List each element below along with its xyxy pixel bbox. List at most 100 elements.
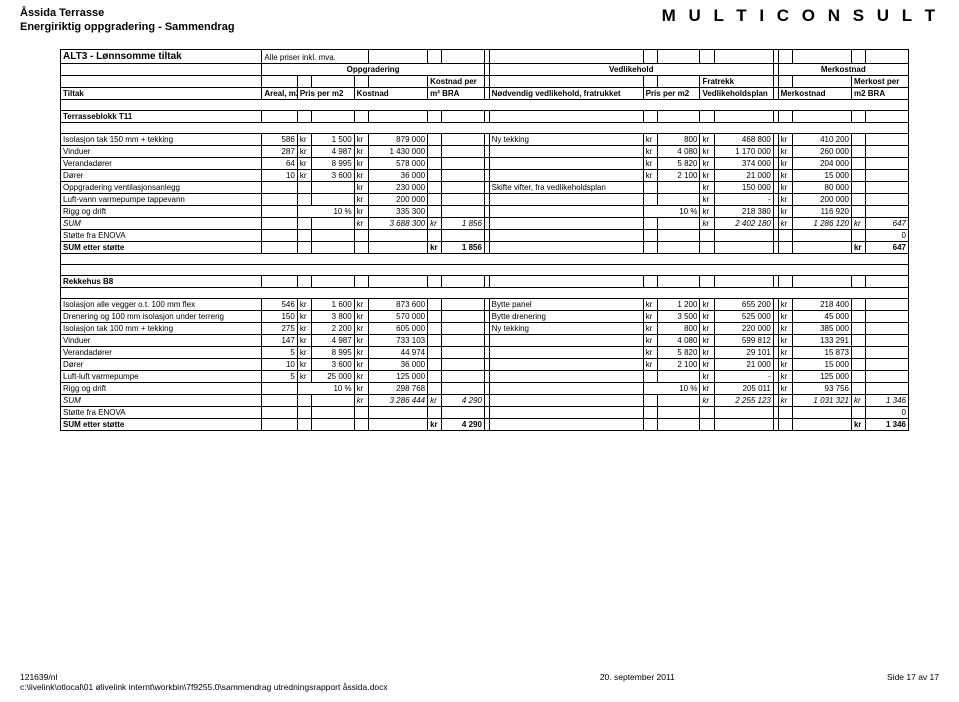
cell-pris: 1 500 [312, 133, 355, 145]
sum2-kpm: 4 290 [442, 394, 485, 406]
cell-pris [312, 193, 355, 205]
kr: kr [851, 394, 865, 406]
spacer-row [61, 264, 909, 275]
cell [851, 133, 865, 145]
table-row: Dører10kr3 600kr36 000kr2 100kr21 000kr1… [61, 358, 909, 370]
cell [442, 310, 485, 322]
cell-vpris: 10 % [643, 382, 700, 394]
spacer-row [61, 99, 909, 110]
sum1-k: 3 688 300 [368, 217, 427, 229]
cell-vpris: 5 820 [657, 346, 700, 358]
enova2-v: 0 [866, 406, 909, 418]
cell-vedlikehold: Skifte vifter, fra vedlikeholdsplan [489, 181, 643, 193]
cell-merkost: 260 000 [792, 145, 851, 157]
kr: kr [643, 157, 657, 169]
cell-merkost: 93 756 [792, 382, 851, 394]
kr: kr [700, 145, 714, 157]
kr: kr [700, 394, 714, 406]
cell [428, 298, 442, 310]
table-row: Vinduer287kr4 987kr1 430 000kr4 080kr1 1… [61, 145, 909, 157]
cell [428, 205, 442, 217]
kr: kr [643, 322, 657, 334]
kr: kr [700, 358, 714, 370]
kr: kr [428, 418, 442, 430]
etter2-row: SUM etter støtte kr4 290 kr1 346 [61, 418, 909, 430]
cell [428, 334, 442, 346]
cell-vpris [657, 370, 700, 382]
kr: kr [297, 346, 311, 358]
cell [442, 346, 485, 358]
sum2-mkpm: 1 346 [866, 394, 909, 406]
cell-areal: 10 [262, 169, 298, 181]
table-row: Rigg og drift10 %kr335 30010 %kr218 380k… [61, 205, 909, 217]
hdr-m2bra: m² BRA [428, 87, 485, 99]
cell-vedlikehold [489, 145, 643, 157]
kr: kr [428, 394, 442, 406]
kr: kr [778, 145, 792, 157]
kr: kr [297, 310, 311, 322]
spacer-row [61, 122, 909, 133]
table-row: Vinduer147kr4 987kr733 103kr4 080kr599 8… [61, 334, 909, 346]
cell [851, 181, 865, 193]
cell [428, 157, 442, 169]
kr: kr [700, 370, 714, 382]
cell-tiltak: Isolasjon tak 100 mm + tekking [61, 322, 262, 334]
etter1-kpm: 1 856 [442, 241, 485, 253]
group-merkostnad: Merkostnad [778, 63, 908, 75]
cell [866, 346, 909, 358]
sum2-vk: 2 255 123 [714, 394, 773, 406]
cell [442, 298, 485, 310]
cell-vkost: - [714, 370, 773, 382]
kr: kr [354, 358, 368, 370]
cell [428, 382, 442, 394]
cell-vpris: 4 080 [657, 145, 700, 157]
spacer-row [61, 253, 909, 264]
kr [643, 370, 657, 382]
cell-tiltak: Rigg og drift [61, 382, 262, 394]
cell-pris [312, 181, 355, 193]
footer-right: Side 17 av 17 [887, 672, 939, 692]
kr: kr [297, 322, 311, 334]
cell [428, 133, 442, 145]
kr: kr [778, 358, 792, 370]
cell [442, 370, 485, 382]
kr: kr [643, 358, 657, 370]
kr: kr [428, 217, 442, 229]
kr: kr [778, 205, 792, 217]
cell [866, 358, 909, 370]
cell-areal: 5 [262, 370, 298, 382]
kr: kr [778, 298, 792, 310]
cell-vedlikehold: Ny tekking [489, 322, 643, 334]
cell [851, 310, 865, 322]
cell-pris: 3 600 [312, 169, 355, 181]
cell [866, 298, 909, 310]
group-vedlikehold: Vedlikehold [489, 63, 773, 75]
enova2-row: Støtte fra ENOVA 0 [61, 406, 909, 418]
cell [851, 193, 865, 205]
cell-areal: 546 [262, 298, 298, 310]
kr: kr [700, 310, 714, 322]
cell [866, 169, 909, 181]
kr: kr [297, 334, 311, 346]
cell [428, 145, 442, 157]
cell [851, 157, 865, 169]
cell-vedlikehold [489, 358, 643, 370]
cell-vkost: 21 000 [714, 358, 773, 370]
kr: kr [700, 217, 714, 229]
kr: kr [778, 310, 792, 322]
cell-tiltak: Verandadører [61, 346, 262, 358]
cell-merkost: 15 000 [792, 169, 851, 181]
hdr-kostnad-per: Kostnad per [428, 75, 485, 87]
cell [442, 169, 485, 181]
cell-tiltak: Isolasjon tak 150 mm + tekking [61, 133, 262, 145]
cell [442, 358, 485, 370]
header-title-1: Åssida Terrasse [20, 6, 235, 20]
cell [866, 205, 909, 217]
subheader-row-2: Tiltak Areal, m2 Pris per m2 Kostnad m² … [61, 87, 909, 99]
kr: kr [643, 145, 657, 157]
cell-vpris: 5 820 [657, 157, 700, 169]
cell-vpris: 800 [657, 322, 700, 334]
cell-vkost: 220 000 [714, 322, 773, 334]
cell [851, 346, 865, 358]
enova1-v: 0 [866, 229, 909, 241]
